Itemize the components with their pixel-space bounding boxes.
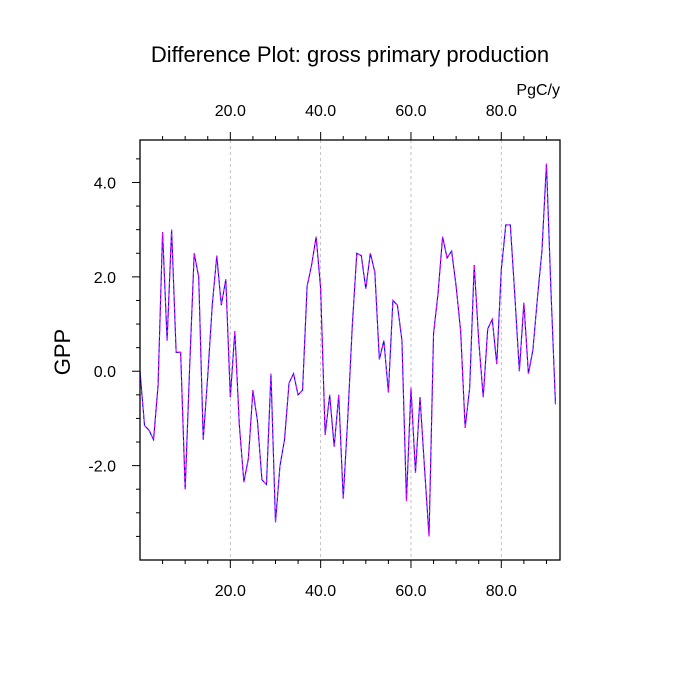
x-tick-label-bottom: 40.0 [305, 583, 336, 600]
y-axis-label: GPP [50, 329, 75, 375]
x-tick-label-top: 60.0 [395, 103, 426, 120]
x-tick-label-top: 20.0 [215, 103, 246, 120]
x-tick-label-bottom: 80.0 [486, 583, 517, 600]
x-tick-label-top: 80.0 [486, 103, 517, 120]
series-line-b [139, 163, 557, 537]
chart-title: Difference Plot: gross primary productio… [151, 42, 549, 67]
series-lines [139, 163, 557, 537]
y-tick-label: 0.0 [94, 364, 116, 381]
plot-frame [139, 139, 561, 561]
grid-lines [229, 140, 502, 560]
y-tick-label: 4.0 [94, 175, 116, 192]
series-line-a [139, 163, 557, 537]
x-tick-label-bottom: 60.0 [395, 583, 426, 600]
units-label: PgC/y [516, 82, 560, 99]
axis-ticks [132, 132, 547, 568]
tick-labels: 20.0 20.0 40.0 40.0 60.0 60.0 80.0 80.0 -2.0 0.0 2… [88, 103, 517, 600]
x-tick-label-top: 40.0 [305, 103, 336, 120]
x-tick-label-bottom: 20.0 [215, 583, 246, 600]
y-tick-label: 2.0 [94, 270, 116, 287]
y-tick-label: -2.0 [88, 459, 116, 476]
